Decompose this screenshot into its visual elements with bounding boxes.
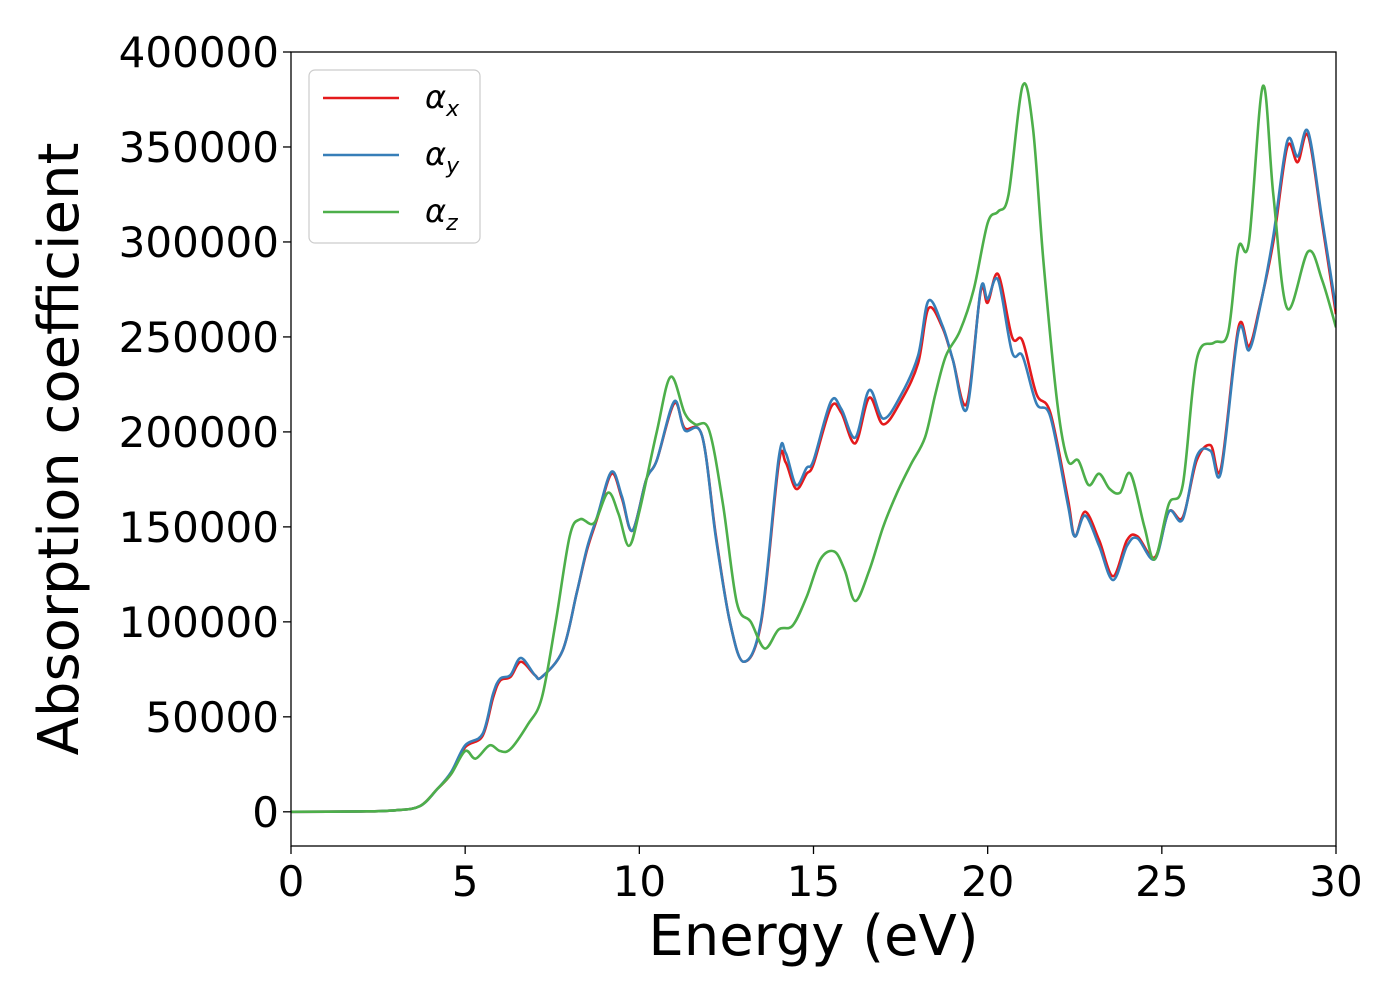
x-axis: 0 5 10 15 20 25 30	[278, 846, 1363, 906]
y-tick-label: 300000	[119, 218, 279, 267]
series-line-z	[291, 82, 1336, 814]
series-layer	[291, 82, 1336, 814]
x-tick-label: 10	[613, 857, 666, 906]
x-tick-label: 20	[961, 857, 1014, 906]
series-line-y	[291, 128, 1336, 814]
x-tick-label: 30	[1309, 857, 1362, 906]
y-axis: 0 50000 100000 150000 200000 250000 300000 3500…	[119, 28, 291, 837]
y-axis-label: Absorption coefficient	[27, 143, 92, 756]
y-tick-label: 350000	[119, 123, 279, 172]
y-tick-label: 150000	[119, 503, 279, 552]
y-tick-label: 50000	[145, 693, 279, 742]
y-tick-label: 400000	[119, 28, 279, 77]
x-tick-label: 15	[787, 857, 840, 906]
x-axis-label: Energy (eV)	[648, 904, 978, 969]
x-tick-label: 0	[278, 857, 305, 906]
x-tick-label: 25	[1135, 857, 1188, 906]
y-tick-label: 100000	[119, 598, 279, 647]
legend-box	[308, 69, 481, 244]
x-tick-label: 5	[452, 857, 479, 906]
y-tick-label: 200000	[119, 408, 279, 457]
y-tick-label: 0	[252, 788, 279, 837]
y-tick-label: 250000	[119, 313, 279, 362]
